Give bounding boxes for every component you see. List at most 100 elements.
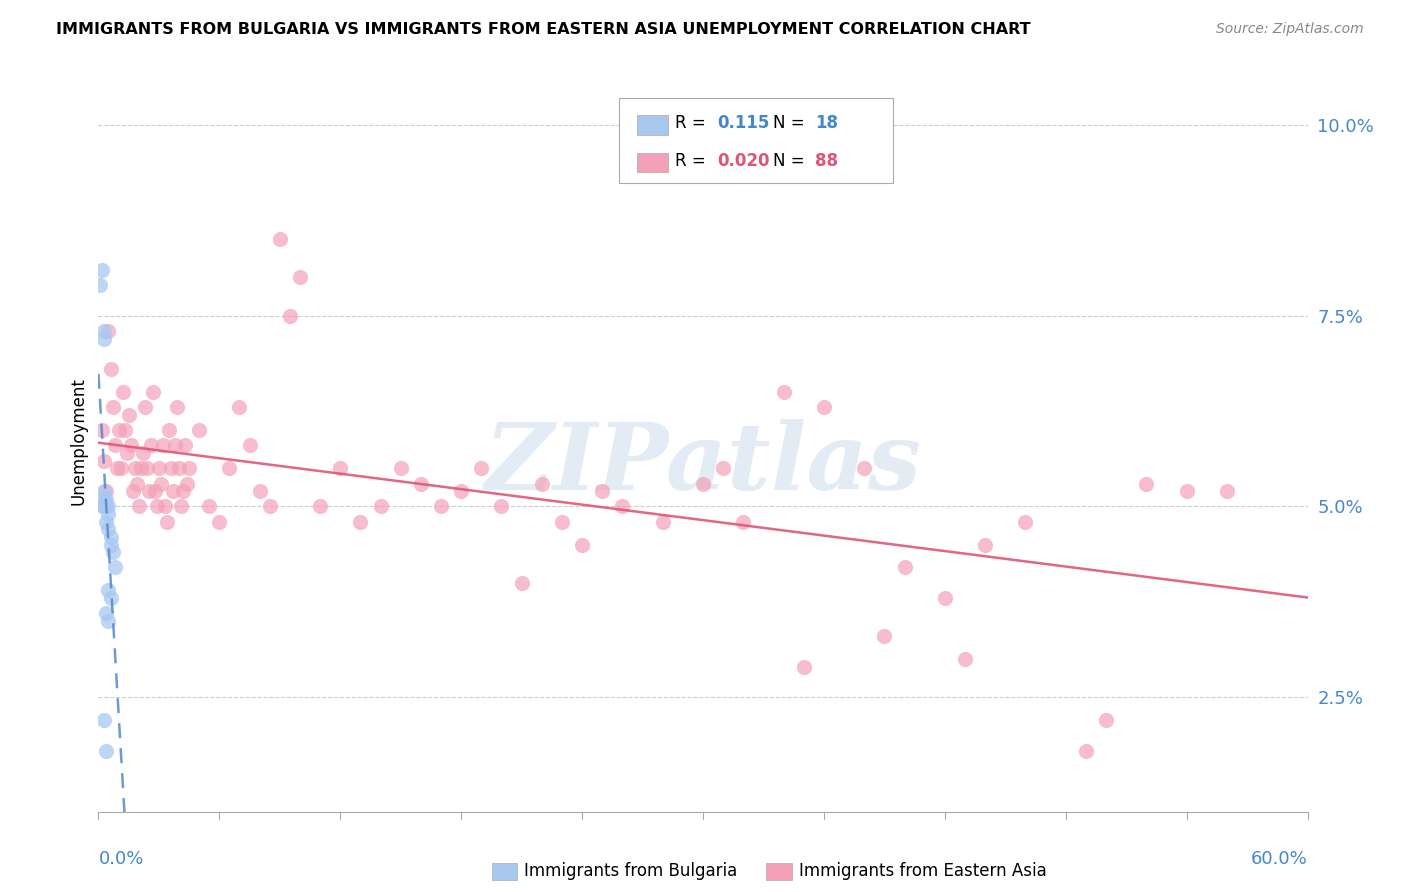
Point <box>389 461 412 475</box>
Point <box>733 515 755 529</box>
Point <box>118 408 141 422</box>
Point <box>176 476 198 491</box>
Point <box>100 538 122 552</box>
Point <box>97 522 120 536</box>
Point <box>1135 476 1157 491</box>
Point <box>934 591 956 605</box>
Text: IMMIGRANTS FROM BULGARIA VS IMMIGRANTS FROM EASTERN ASIA UNEMPLOYMENT CORRELATIO: IMMIGRANTS FROM BULGARIA VS IMMIGRANTS F… <box>56 22 1031 37</box>
Point <box>551 515 574 529</box>
Text: N =: N = <box>773 152 810 169</box>
Point <box>114 423 136 437</box>
Text: ZIPatlas: ZIPatlas <box>485 418 921 508</box>
Point <box>167 461 190 475</box>
Point <box>97 614 120 628</box>
Point <box>571 538 593 552</box>
Point <box>93 713 115 727</box>
Point <box>853 461 876 475</box>
Point <box>218 461 240 475</box>
Point <box>143 484 166 499</box>
Point <box>953 652 976 666</box>
Point <box>125 476 148 491</box>
Point <box>591 484 613 499</box>
Point <box>510 575 533 590</box>
Point <box>157 423 180 437</box>
Point <box>103 438 125 452</box>
Point <box>93 484 115 499</box>
Point <box>974 538 997 552</box>
Point <box>129 461 152 475</box>
Point <box>188 423 211 437</box>
Point <box>134 400 156 414</box>
Point <box>124 461 146 475</box>
Point <box>156 515 179 529</box>
Y-axis label: Unemployment: Unemployment <box>69 377 87 506</box>
Text: 0.020: 0.020 <box>717 152 769 169</box>
Point <box>93 331 115 345</box>
Point <box>873 629 896 643</box>
Point <box>103 560 125 574</box>
Point <box>115 446 138 460</box>
Point <box>139 438 162 452</box>
Point <box>450 484 472 499</box>
Point <box>96 515 118 529</box>
Point <box>1014 515 1036 529</box>
Text: Source: ZipAtlas.com: Source: ZipAtlas.com <box>1216 22 1364 37</box>
Point <box>349 515 371 529</box>
Point <box>1216 484 1239 499</box>
Point <box>97 583 120 598</box>
Point <box>893 560 915 574</box>
Point <box>278 309 301 323</box>
Point <box>711 461 734 475</box>
Text: 18: 18 <box>815 114 838 132</box>
Point <box>239 438 262 452</box>
Point <box>651 515 673 529</box>
Point <box>370 500 392 514</box>
Point <box>91 423 114 437</box>
Point <box>105 461 128 475</box>
Point <box>97 324 120 338</box>
Point <box>329 461 352 475</box>
Point <box>160 461 183 475</box>
Text: Immigrants from Bulgaria: Immigrants from Bulgaria <box>524 863 738 880</box>
Point <box>96 607 118 621</box>
Point <box>1074 744 1097 758</box>
Point <box>153 500 176 514</box>
Text: R =: R = <box>675 152 711 169</box>
Point <box>93 453 115 467</box>
Point <box>208 515 231 529</box>
Point <box>530 476 553 491</box>
Point <box>148 461 170 475</box>
Point <box>100 530 122 544</box>
Point <box>110 461 132 475</box>
Point <box>97 500 120 514</box>
Point <box>179 461 201 475</box>
Point <box>172 484 194 499</box>
Point <box>101 545 124 559</box>
Point <box>409 476 432 491</box>
Point <box>135 461 157 475</box>
Point <box>128 500 150 514</box>
Text: N =: N = <box>773 114 810 132</box>
Text: Immigrants from Eastern Asia: Immigrants from Eastern Asia <box>799 863 1046 880</box>
Point <box>96 744 118 758</box>
Text: 60.0%: 60.0% <box>1251 850 1308 868</box>
Point <box>93 491 115 506</box>
Point <box>309 500 332 514</box>
Point <box>174 438 197 452</box>
Point <box>269 232 291 246</box>
Point <box>93 500 115 514</box>
Point <box>793 659 815 673</box>
Point <box>97 507 120 521</box>
Point <box>692 476 714 491</box>
Text: 88: 88 <box>815 152 838 169</box>
Point <box>162 484 184 499</box>
Point <box>96 500 118 514</box>
Point <box>152 438 174 452</box>
Point <box>813 400 835 414</box>
Point <box>96 491 118 506</box>
Point <box>259 500 281 514</box>
Point <box>228 400 250 414</box>
Point <box>107 423 129 437</box>
Point <box>430 500 453 514</box>
Point <box>1175 484 1198 499</box>
